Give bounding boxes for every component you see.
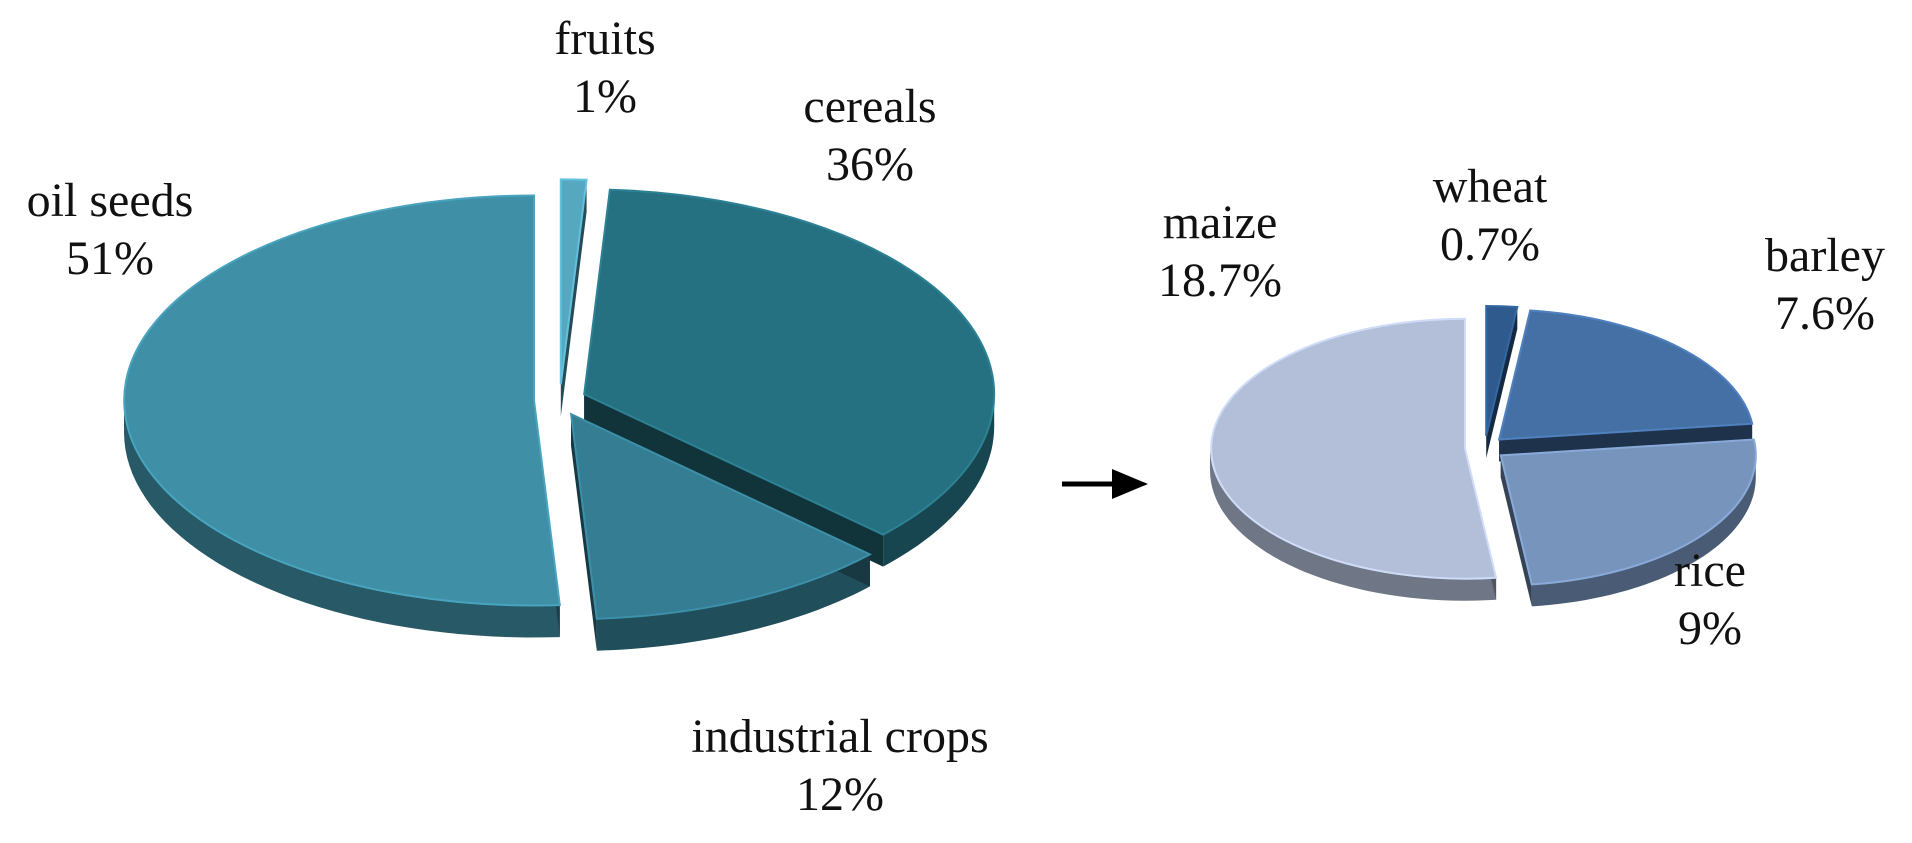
slice-barley <box>1499 311 1752 440</box>
label-barley-name: barley <box>1740 227 1910 285</box>
pie-chart-crop-categories <box>124 179 994 650</box>
label-maize-value: 18.7% <box>1120 252 1320 310</box>
arrow-icon <box>1062 469 1148 499</box>
label-rice: rice 9% <box>1640 542 1780 658</box>
label-wheat-value: 0.7% <box>1400 216 1580 274</box>
label-fruits: fruits 1% <box>525 10 685 126</box>
label-maize: maize 18.7% <box>1120 194 1320 310</box>
label-rice-value: 9% <box>1640 600 1780 658</box>
label-cereals: cereals 36% <box>760 78 980 194</box>
label-cereals-name: cereals <box>760 78 980 136</box>
label-industrial-crops-name: industrial crops <box>640 708 1040 766</box>
label-rice-name: rice <box>1640 542 1780 600</box>
label-fruits-name: fruits <box>525 10 685 68</box>
label-barley-value: 7.6% <box>1740 285 1910 343</box>
label-maize-name: maize <box>1120 194 1320 252</box>
label-fruits-value: 1% <box>525 68 685 126</box>
label-industrial-crops: industrial crops 12% <box>640 708 1040 824</box>
label-oil-seeds-name: oil seeds <box>0 172 220 230</box>
label-oil-seeds-value: 51% <box>0 230 220 288</box>
slice-fruits <box>561 179 587 384</box>
label-wheat-name: wheat <box>1400 158 1580 216</box>
label-barley: barley 7.6% <box>1740 227 1910 343</box>
label-wheat: wheat 0.7% <box>1400 158 1580 274</box>
label-oil-seeds: oil seeds 51% <box>0 172 220 288</box>
label-cereals-value: 36% <box>760 136 980 194</box>
label-industrial-crops-value: 12% <box>640 766 1040 824</box>
